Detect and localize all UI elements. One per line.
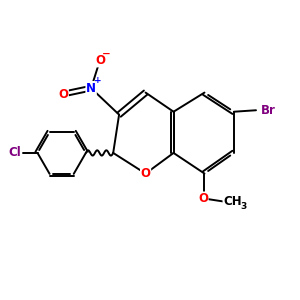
Text: N: N	[86, 82, 96, 95]
Text: 3: 3	[241, 202, 247, 211]
Text: O: O	[58, 88, 68, 100]
Text: Br: Br	[260, 104, 275, 117]
Text: −: −	[102, 49, 111, 59]
Text: O: O	[95, 54, 105, 67]
Text: CH: CH	[223, 195, 242, 208]
Text: O: O	[198, 192, 208, 205]
Text: O: O	[141, 167, 151, 180]
Text: +: +	[94, 76, 101, 85]
Text: Cl: Cl	[9, 146, 21, 159]
